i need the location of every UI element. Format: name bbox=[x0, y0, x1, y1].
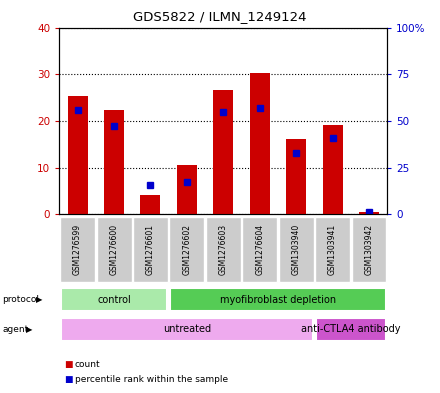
Bar bbox=[279, 217, 314, 282]
Bar bbox=[323, 125, 343, 214]
Text: ■: ■ bbox=[64, 360, 72, 369]
Text: GSM1303940: GSM1303940 bbox=[292, 224, 301, 275]
Text: percentile rank within the sample: percentile rank within the sample bbox=[75, 375, 228, 384]
Text: count: count bbox=[75, 360, 100, 369]
Bar bbox=[140, 195, 161, 214]
Text: ■: ■ bbox=[64, 375, 72, 384]
Text: ▶: ▶ bbox=[26, 325, 33, 334]
Bar bbox=[68, 96, 88, 214]
Text: anti-CTLA4 antibody: anti-CTLA4 antibody bbox=[301, 324, 400, 334]
Bar bbox=[206, 217, 241, 282]
Bar bbox=[104, 110, 124, 214]
Text: control: control bbox=[97, 295, 131, 305]
Text: GSM1276604: GSM1276604 bbox=[255, 224, 264, 275]
Bar bbox=[61, 288, 167, 311]
Text: agent: agent bbox=[2, 325, 29, 334]
Text: myofibroblast depletion: myofibroblast depletion bbox=[220, 295, 336, 305]
Text: GSM1303942: GSM1303942 bbox=[364, 224, 374, 275]
Text: GSM1276600: GSM1276600 bbox=[110, 224, 118, 275]
Bar bbox=[286, 139, 306, 214]
Bar bbox=[242, 217, 277, 282]
Bar bbox=[352, 217, 386, 282]
Bar bbox=[213, 90, 233, 214]
Bar bbox=[359, 212, 379, 214]
Bar bbox=[133, 217, 168, 282]
Text: GSM1276602: GSM1276602 bbox=[182, 224, 191, 275]
Text: GSM1276603: GSM1276603 bbox=[219, 224, 228, 275]
Text: GDS5822 / ILMN_1249124: GDS5822 / ILMN_1249124 bbox=[133, 10, 307, 23]
Bar bbox=[61, 318, 313, 341]
Text: GSM1303941: GSM1303941 bbox=[328, 224, 337, 275]
Bar bbox=[315, 217, 350, 282]
Text: GSM1276601: GSM1276601 bbox=[146, 224, 155, 275]
Bar bbox=[250, 73, 270, 214]
Bar bbox=[177, 165, 197, 214]
Bar bbox=[96, 217, 132, 282]
Text: ▶: ▶ bbox=[36, 295, 43, 304]
Bar bbox=[60, 217, 95, 282]
Text: protocol: protocol bbox=[2, 295, 39, 304]
Text: untreated: untreated bbox=[163, 324, 211, 334]
Bar bbox=[316, 318, 386, 341]
Text: GSM1276599: GSM1276599 bbox=[73, 224, 82, 275]
Bar bbox=[170, 288, 386, 311]
Bar bbox=[169, 217, 204, 282]
